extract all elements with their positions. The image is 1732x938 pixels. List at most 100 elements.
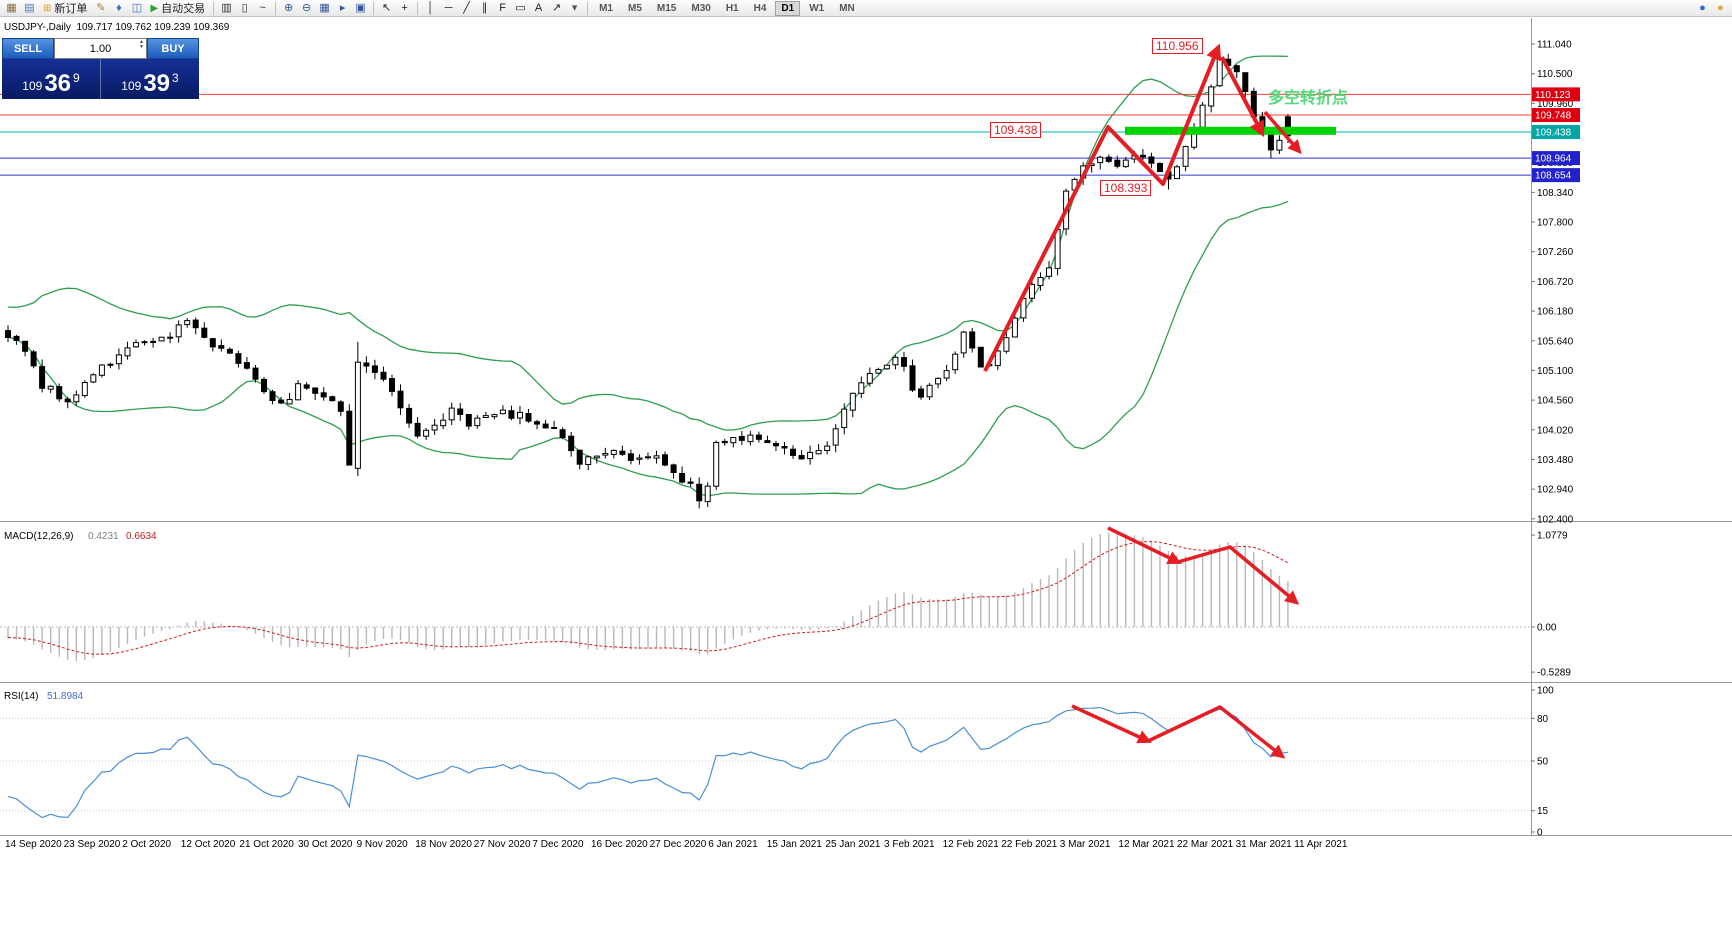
spin-up-icon[interactable]: ▲: [139, 39, 144, 45]
shapes-icon[interactable]: ▭: [515, 1, 526, 14]
fibonacci-icon[interactable]: F: [499, 1, 506, 14]
volume-spinner[interactable]: ▲ ▼: [139, 40, 144, 50]
buy-button[interactable]: BUY: [147, 38, 199, 59]
svg-text:106.180: 106.180: [1537, 307, 1574, 318]
svg-text:15 Jan 2021: 15 Jan 2021: [767, 839, 822, 850]
svg-text:107.260: 107.260: [1537, 247, 1574, 258]
svg-text:12 Mar 2021: 12 Mar 2021: [1118, 839, 1175, 850]
svg-text:-0.5289: -0.5289: [1537, 668, 1571, 679]
svg-text:3 Feb 2021: 3 Feb 2021: [884, 839, 935, 850]
symbol-info: USDJPY-,Daily 109.717 109.762 109.239 10…: [4, 22, 229, 33]
arrow-objects-icon[interactable]: ↗: [551, 1, 562, 14]
svg-text:108.654: 108.654: [1535, 171, 1572, 182]
price-annotation-high: 110.956: [1152, 38, 1203, 54]
svg-text:MACD(12,26,9): MACD(12,26,9): [4, 531, 73, 542]
toolbar-separator: [587, 1, 589, 15]
svg-text:27 Nov 2020: 27 Nov 2020: [474, 839, 531, 850]
timeframe-D1[interactable]: D1: [775, 0, 801, 16]
svg-text:RSI(14): RSI(14): [4, 691, 38, 702]
timeframe-H4[interactable]: H4: [753, 2, 767, 14]
candlestick-chart-icon[interactable]: ▯: [241, 1, 248, 14]
cursor-icon[interactable]: ↖: [381, 1, 392, 14]
price-annotation-low: 108.393: [1100, 180, 1152, 196]
svg-text:110.500: 110.500: [1537, 69, 1573, 80]
community-icon[interactable]: ●: [1699, 1, 1706, 14]
buy-price-prefix: 109: [121, 79, 142, 93]
market-watch-icon[interactable]: ◫: [131, 1, 143, 14]
svg-text:7 Dec 2020: 7 Dec 2020: [532, 839, 584, 850]
new-chart-icon[interactable]: ▦: [6, 1, 17, 14]
sell-price-display[interactable]: 109 36 9: [2, 59, 100, 99]
svg-text:15: 15: [1537, 806, 1549, 817]
vertical-line-icon[interactable]: │: [427, 1, 435, 14]
timeframe-M15[interactable]: M15: [656, 2, 677, 14]
svg-text:18 Nov 2020: 18 Nov 2020: [415, 839, 472, 850]
tile-windows-icon[interactable]: ▦: [319, 1, 330, 14]
svg-text:102.400: 102.400: [1537, 514, 1574, 525]
svg-text:109.748: 109.748: [1535, 111, 1572, 122]
svg-text:31 Mar 2021: 31 Mar 2021: [1236, 839, 1293, 850]
svg-text:22 Mar 2021: 22 Mar 2021: [1177, 839, 1234, 850]
timeframe-H1[interactable]: H1: [725, 2, 739, 14]
timeframe-M5[interactable]: M5: [628, 2, 642, 14]
spin-down-icon[interactable]: ▼: [139, 44, 144, 50]
symbol-name: USDJPY-,Daily: [4, 22, 71, 33]
svg-text:1.0779: 1.0779: [1537, 531, 1568, 542]
crosshair-icon[interactable]: +: [401, 1, 408, 14]
svg-text:108.964: 108.964: [1535, 154, 1572, 165]
auto-trading-button[interactable]: ▶ 自动交易: [146, 1, 209, 16]
chart-profiles-icon[interactable]: ▤: [24, 1, 35, 14]
svg-text:21 Oct 2020: 21 Oct 2020: [239, 839, 294, 850]
trade-controls-row: SELL 1.00 ▲ ▼ BUY: [2, 38, 199, 59]
chart-shift-icon[interactable]: ▣: [355, 1, 366, 14]
timeframe-MN[interactable]: MN: [839, 2, 855, 14]
timeframe-M30[interactable]: M30: [691, 2, 711, 14]
svg-text:105.640: 105.640: [1537, 336, 1574, 347]
svg-text:12 Oct 2020: 12 Oct 2020: [181, 839, 236, 850]
zoom-out-icon[interactable]: ⊖: [301, 1, 312, 14]
volume-input[interactable]: 1.00 ▲ ▼: [54, 38, 147, 59]
svg-text:107.800: 107.800: [1537, 218, 1574, 229]
sell-price-prefix: 109: [22, 79, 43, 93]
channel-icon[interactable]: ∥: [481, 1, 488, 14]
svg-text:109.960: 109.960: [1537, 99, 1574, 110]
svg-text:9 Nov 2020: 9 Nov 2020: [357, 839, 409, 850]
svg-text:111.040: 111.040: [1537, 40, 1572, 51]
objects-dropdown-icon[interactable]: ▾: [571, 1, 578, 14]
svg-text:80: 80: [1537, 714, 1549, 725]
toolbar: ▦ ▤ ⊞ 新订单 ✎ ♦ ◫ ▶ 自动交易 ▥ ▯ ~ ⊕ ⊖ ▦ ▸ ▣ ↖ + │ ─ ╱ ∥ F ▭ A ↗ ▾ M1 M5 M15…: [0, 0, 1732, 17]
text-icon[interactable]: A: [534, 1, 543, 14]
svg-text:105.100: 105.100: [1537, 366, 1574, 377]
svg-text:51.8984: 51.8984: [47, 691, 84, 702]
svg-text:109.438: 109.438: [1535, 128, 1572, 139]
svg-text:3 Mar 2021: 3 Mar 2021: [1060, 839, 1111, 850]
timeframe-W1[interactable]: W1: [809, 2, 825, 14]
svg-text:23 Sep 2020: 23 Sep 2020: [64, 839, 121, 850]
svg-text:2 Oct 2020: 2 Oct 2020: [122, 839, 171, 850]
sell-price-sup: 9: [73, 71, 80, 85]
bars-chart-icon[interactable]: ▥: [221, 1, 232, 14]
notifications-icon[interactable]: ●: [1717, 1, 1724, 14]
buy-price-sup: 3: [172, 71, 179, 85]
trendline-icon[interactable]: ╱: [463, 1, 470, 14]
alerts-icon[interactable]: ♦: [116, 1, 122, 14]
zoom-in-icon[interactable]: ⊕: [283, 1, 294, 14]
svg-text:0.6634: 0.6634: [126, 531, 157, 542]
svg-text:11 Apr 2021: 11 Apr 2021: [1294, 839, 1348, 850]
auto-scroll-icon[interactable]: ▸: [339, 1, 346, 14]
new-order-button[interactable]: ⊞ 新订单: [39, 1, 91, 16]
metaeditor-icon[interactable]: ✎: [96, 1, 106, 14]
svg-text:108.340: 108.340: [1537, 188, 1574, 199]
buy-price-display[interactable]: 109 39 3: [100, 59, 199, 99]
svg-text:27 Dec 2020: 27 Dec 2020: [650, 839, 707, 850]
horizontal-line-icon[interactable]: ─: [444, 1, 453, 14]
svg-text:12 Feb 2021: 12 Feb 2021: [943, 839, 1000, 850]
toolbar-separator: [417, 1, 419, 15]
svg-text:103.480: 103.480: [1537, 455, 1574, 466]
svg-text:100: 100: [1537, 686, 1554, 697]
svg-text:106.720: 106.720: [1537, 277, 1574, 288]
timeframe-M1[interactable]: M1: [599, 2, 613, 14]
line-chart-icon[interactable]: ~: [259, 1, 266, 14]
sell-button[interactable]: SELL: [2, 38, 54, 59]
